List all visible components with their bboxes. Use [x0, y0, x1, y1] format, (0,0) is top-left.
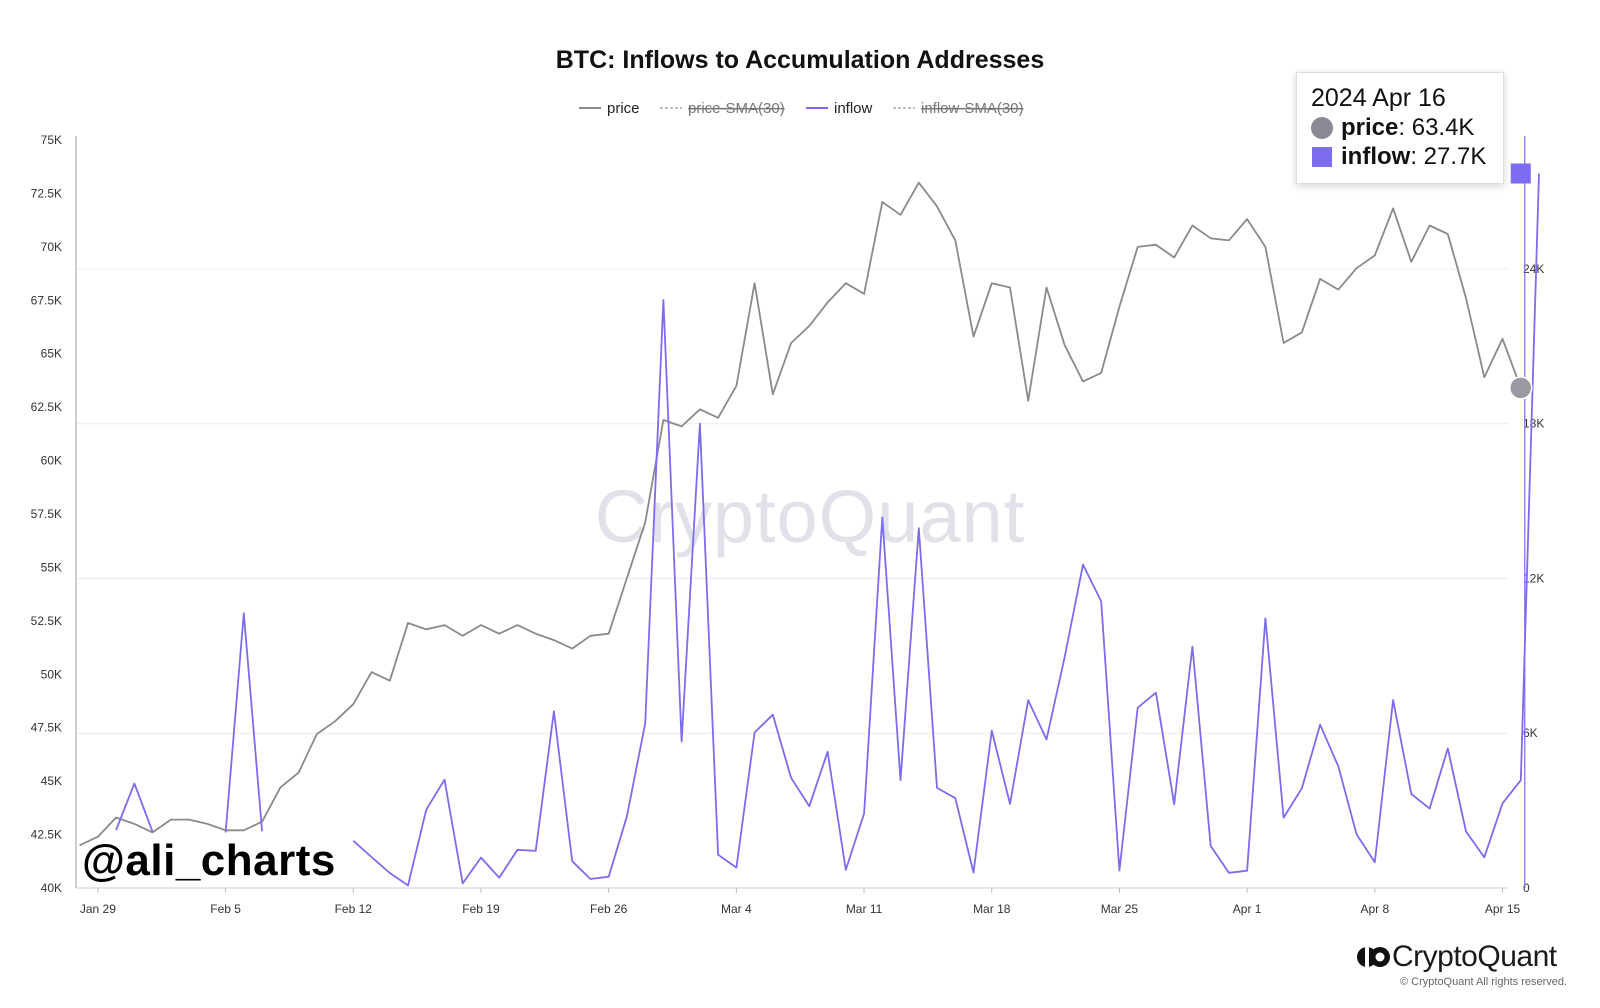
legend-item-price-sma[interactable]: price-SMA(30): [660, 100, 785, 117]
left-tick-label: 67.5K: [31, 293, 62, 307]
tooltip-inflow-value: 27.7K: [1423, 143, 1487, 170]
x-tick-label: Feb 26: [590, 902, 628, 916]
inflow-marker-icon: [1312, 146, 1332, 167]
tooltip-price-row: price: 63.4K: [1311, 113, 1489, 142]
hover-tooltip: 2024 Apr 16 price: 63.4K inflow: 27.7K: [1296, 72, 1504, 184]
left-axis-ticks: 40K 42.5K 45K 47.5K 50K 52.5K 55K 57.5K 60K 62.5K…: [31, 133, 62, 895]
legend-label-inflow-sma: inflow-SMA(30): [921, 100, 1024, 117]
legend: price price-SMA(30) inflow inflow-SMA(30…: [579, 100, 1024, 117]
gridlines: [76, 268, 1508, 889]
right-tick-label: 24K: [1523, 262, 1544, 276]
x-tick-label: Mar 11: [846, 902, 883, 916]
tooltip-colon: :: [1410, 143, 1424, 170]
tooltip-inflow-row: inflow: 27.7K: [1311, 142, 1489, 171]
author-handle: @ali_charts: [82, 836, 336, 885]
legend-label-price-sma: price-SMA(30): [688, 100, 785, 117]
left-tick-label: 70K: [41, 240, 62, 254]
left-tick-label: 40K: [41, 881, 62, 895]
x-axis-ticks: Jan 29 Feb 5 Feb 12 Feb 19 Feb 26 Mar 4 Mar 11…: [80, 888, 1521, 916]
tooltip-date: 2024 Apr 16: [1311, 84, 1446, 112]
right-axis-ticks: 0 6K 12K 18K 24K: [1523, 262, 1544, 895]
series-line-inflow: [224, 612, 263, 833]
tooltip-inflow-label: inflow: [1341, 143, 1411, 170]
right-tick-label: 0: [1523, 881, 1530, 895]
right-tick-label: 6K: [1523, 726, 1538, 740]
left-tick-label: 45K: [41, 774, 62, 788]
left-tick-label: 47.5K: [31, 721, 62, 735]
x-tick-label: Feb 12: [335, 902, 373, 916]
tooltip-colon: :: [1398, 114, 1412, 141]
x-tick-label: Jan 29: [80, 902, 116, 916]
left-tick-label: 52.5K: [31, 614, 62, 628]
tooltip-price-value: 63.4K: [1411, 114, 1475, 141]
series-line-inflow: [352, 173, 1540, 887]
left-tick-label: 75K: [41, 133, 62, 147]
left-tick-label: 50K: [41, 667, 62, 681]
left-tick-label: 42.5K: [31, 828, 62, 842]
legend-item-price[interactable]: price: [579, 100, 640, 117]
hover-markers: [1509, 136, 1533, 888]
watermark: CryptoQuant: [595, 475, 1026, 558]
brand-name: CryptoQuant: [1392, 940, 1557, 973]
axes: [75, 136, 1508, 889]
copyright: © CryptoQuant All rights reserved.: [1400, 976, 1568, 988]
x-tick-label: Mar 18: [973, 902, 1011, 916]
right-tick-label: 18K: [1523, 417, 1544, 431]
x-tick-label: Feb 19: [462, 902, 500, 916]
brand-logo: CryptoQuant: [1356, 940, 1557, 974]
x-tick-label: Apr 15: [1485, 902, 1521, 916]
x-tick-label: Apr 1: [1233, 902, 1262, 916]
x-tick-label: Feb 5: [210, 902, 241, 916]
chart-title: BTC: Inflows to Accumulation Addresses: [556, 46, 1044, 74]
legend-item-inflow-sma[interactable]: inflow-SMA(30): [893, 100, 1024, 117]
left-tick-label: 72.5K: [31, 186, 62, 200]
x-tick-label: Mar 4: [721, 902, 752, 916]
cryptoquant-logo-icon: [1357, 947, 1390, 967]
left-tick-label: 65K: [41, 347, 62, 361]
legend-label-inflow: inflow: [834, 100, 873, 117]
left-tick-label: 55K: [41, 560, 62, 574]
left-tick-label: 62.5K: [31, 400, 62, 414]
legend-item-inflow[interactable]: inflow: [806, 100, 873, 117]
right-tick-label: 12K: [1523, 571, 1544, 585]
legend-label-price: price: [607, 100, 640, 117]
inflow-hover-marker: [1510, 163, 1531, 184]
x-tick-label: Apr 8: [1360, 902, 1389, 916]
left-tick-label: 60K: [41, 454, 62, 468]
left-tick-label: 57.5K: [31, 507, 62, 521]
x-tick-label: Mar 25: [1101, 902, 1139, 916]
series-line-price: [79, 181, 1522, 847]
tooltip-price-label: price: [1341, 114, 1399, 141]
price-marker-icon: [1311, 116, 1333, 139]
price-hover-marker: [1509, 376, 1533, 400]
series-layer: [79, 173, 1540, 887]
series-line-inflow: [115, 782, 154, 833]
